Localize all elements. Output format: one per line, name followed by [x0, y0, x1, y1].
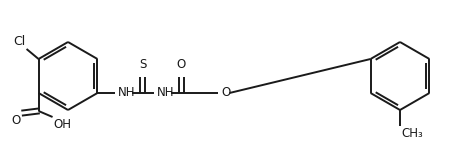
Text: S: S: [139, 58, 146, 71]
Text: O: O: [11, 114, 21, 127]
Text: NH: NH: [117, 86, 135, 100]
Text: Cl: Cl: [13, 35, 26, 48]
Text: CH₃: CH₃: [401, 127, 423, 140]
Text: OH: OH: [53, 118, 72, 131]
Text: NH: NH: [156, 86, 174, 100]
Text: O: O: [177, 58, 186, 71]
Text: O: O: [221, 86, 231, 100]
